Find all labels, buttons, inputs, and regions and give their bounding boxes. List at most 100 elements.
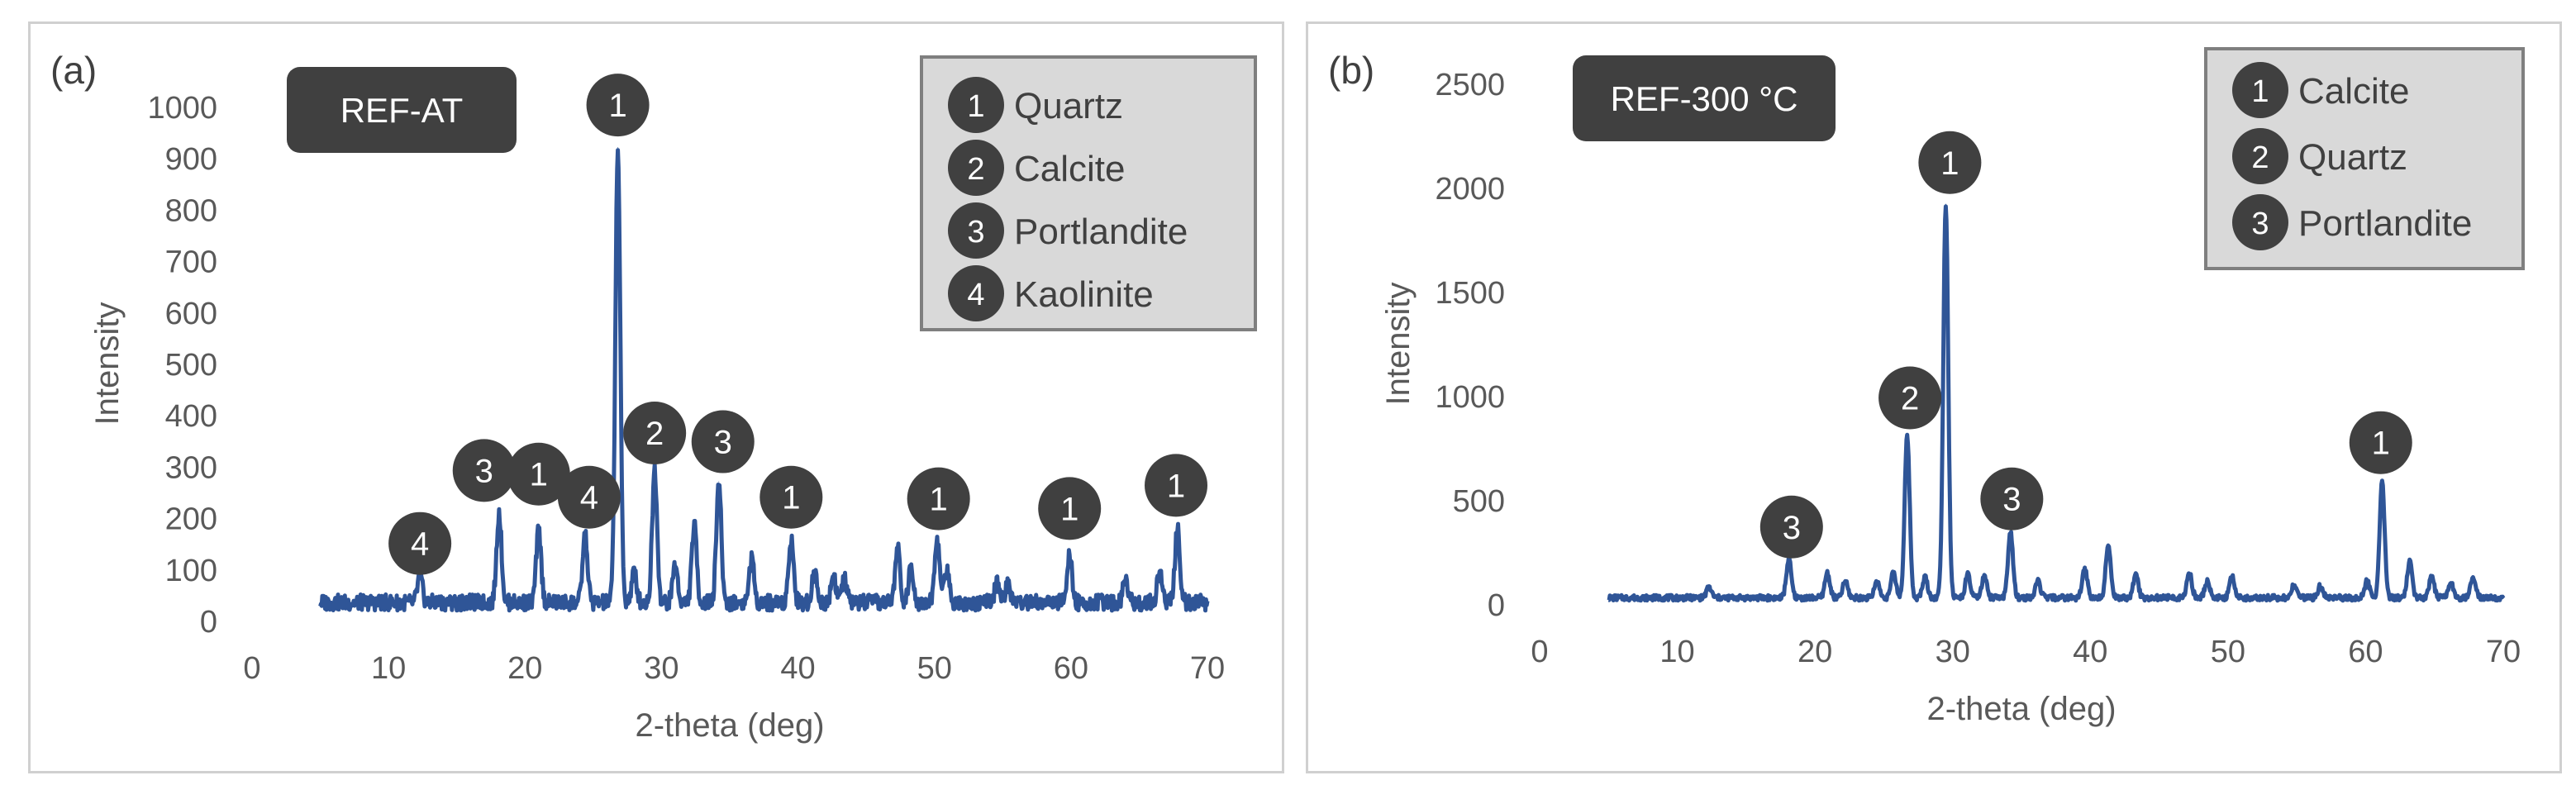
y-tick-label: 1000: [147, 91, 217, 126]
peak-label-number: 1: [530, 457, 548, 493]
peak-point: [833, 573, 835, 575]
peak-label: 3: [1759, 495, 1823, 559]
peak-point: [844, 578, 845, 580]
legend-number: 2: [967, 152, 984, 187]
legend-label: Calcite: [2298, 71, 2410, 112]
x-tick-label: 20: [1797, 635, 1832, 669]
legend-marker: [2232, 194, 2288, 250]
peak-point: [617, 147, 619, 149]
peak-label-number: 3: [2002, 482, 2021, 518]
peak-point: [790, 537, 792, 539]
legend-marker: [2232, 62, 2288, 118]
peak-label-circle: [1145, 454, 1208, 517]
peak-label-circle: [388, 511, 452, 575]
y-axis-label: Intensity: [89, 302, 126, 426]
sample-title-box: [1573, 55, 1836, 141]
peak-label: 1: [507, 442, 570, 506]
legend-item: 1 Quartz: [948, 77, 1123, 133]
y-tick-label: 0: [200, 605, 217, 640]
y-tick-label: 0: [1488, 588, 1505, 623]
legend-label: Kaolinite: [1014, 274, 1154, 315]
peak-label-circle: [691, 410, 755, 473]
legend: 1 Quartz 2 Calcite 3 Portlandite 4 Kaolinite: [920, 55, 1257, 331]
legend-label: Portlandite: [2298, 203, 2472, 244]
x-tick-label: 60: [1054, 651, 1088, 686]
y-tick-label: 1500: [1435, 276, 1505, 311]
peak-label: 2: [623, 401, 687, 464]
peak-label-number: 1: [782, 480, 800, 516]
y-tick-label: 700: [165, 245, 217, 280]
peak-point: [1007, 583, 1009, 585]
peak-point: [2366, 580, 2368, 582]
peak-point: [2037, 580, 2039, 582]
sample-title: REF-300 °C: [1611, 79, 1798, 118]
peak-label-circle: [2349, 411, 2412, 474]
x-tick-label: 20: [507, 651, 542, 686]
peak-point: [1967, 574, 1969, 576]
legend-marker: [948, 140, 1004, 196]
legend-label: Quartz: [1014, 86, 1123, 126]
chart-a-svg: (a) 0 100 200 300 400 500 600 700 800 900 1000 0 10 20…: [50, 49, 1257, 744]
legend-marker: [948, 202, 1004, 259]
peak-label-circle: [452, 439, 516, 502]
peak-point: [2409, 562, 2411, 564]
peak-label-number: 2: [645, 416, 664, 452]
x-tick-label: 30: [644, 651, 679, 686]
peak-label: 3: [691, 410, 755, 473]
y-tick-label: 800: [165, 193, 217, 228]
legend-item: 1 Calcite: [2232, 62, 2410, 118]
x-tick-label: 40: [2073, 635, 2107, 669]
peak-label: 3: [1980, 467, 2044, 530]
legend-number: 2: [2251, 140, 2269, 175]
peak-point: [1983, 576, 1985, 578]
peak-label-number: 1: [608, 88, 626, 124]
peak-point: [2107, 543, 2109, 545]
peak-label-circle: [507, 442, 570, 506]
peak-label-number: 3: [714, 425, 732, 461]
peak-label-number: 1: [930, 482, 948, 518]
peak-label: 1: [2349, 411, 2412, 474]
legend: 1 Calcite 2 Quartz 3 Portlandite: [2204, 47, 2525, 270]
legend-number: 1: [967, 89, 984, 124]
x-tick-label: 70: [1190, 651, 1225, 686]
legend-number: 3: [967, 215, 984, 250]
peak-label-number: 2: [1901, 381, 1919, 417]
y-tick-label: 500: [165, 348, 217, 383]
peak-label-circle: [907, 467, 970, 530]
peak-point: [1924, 576, 1926, 578]
peak-label: 1: [1038, 477, 1102, 540]
peak-label-number: 3: [475, 453, 493, 489]
series-line: [1607, 204, 2506, 603]
peak-point: [419, 576, 421, 578]
peak-point: [584, 535, 586, 536]
chart-panel-b: (b) 0 500 1000 1500 2000 2500 0 10 20 30 40 50 60 70 2-…: [1306, 21, 2562, 773]
x-axis-label: 2-theta (deg): [1926, 691, 2116, 727]
peak-label: 1: [907, 467, 970, 530]
peak-point: [1177, 527, 1178, 529]
legend-item: 4 Kaolinite: [948, 265, 1154, 321]
peak-point: [2472, 578, 2474, 580]
peak-label-circle: [1980, 467, 2044, 530]
peak-label-circle: [557, 465, 621, 529]
sample-title: REF-AT: [340, 91, 464, 130]
x-tick-label: 10: [371, 651, 406, 686]
y-tick-label: 600: [165, 297, 217, 331]
legend-item: 2 Calcite: [948, 140, 1126, 196]
peak-label-number: 1: [1167, 468, 1185, 504]
peak-point: [911, 566, 912, 568]
legend-marker: [948, 77, 1004, 133]
x-tick-label: 40: [780, 651, 815, 686]
sample-title-box: [287, 67, 517, 153]
peak-label-circle: [759, 465, 823, 529]
peak-point: [498, 511, 500, 513]
x-tick-label: 50: [2211, 635, 2245, 669]
panel-label: (b): [1328, 49, 1374, 92]
legend-item: 3 Portlandite: [2232, 194, 2472, 250]
y-tick-label: 100: [165, 554, 217, 588]
peak-label-circle: [1878, 366, 1942, 430]
peak-label-number: 4: [411, 526, 429, 563]
chart-b-svg: (b) 0 500 1000 1500 2000 2500 0 10 20 30 40 50 60 70 2-…: [1328, 47, 2525, 727]
x-tick-label: 0: [1531, 635, 1548, 669]
peak-point: [538, 530, 540, 531]
peak-point: [1125, 576, 1126, 578]
